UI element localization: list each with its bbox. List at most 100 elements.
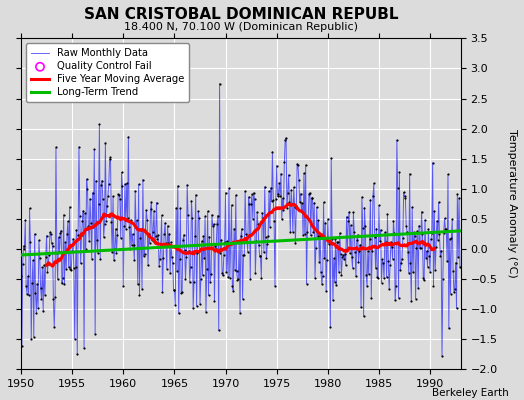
Point (318, 281, 326, 287)
Point (418, 208, 426, 215)
Point (36, 254, 44, 261)
Point (23, 290, 31, 297)
Point (417, 245, 425, 252)
Point (25, 292, 33, 298)
Point (392, 137, 401, 144)
Point (208, 212, 216, 218)
Point (108, 249, 116, 256)
Point (229, 288, 237, 294)
Point (392, 283, 400, 289)
Point (354, 259, 363, 265)
Point (226, 274, 234, 281)
Point (183, 182, 191, 188)
Point (387, 239, 395, 246)
Point (224, 274, 232, 280)
Point (69, 236, 77, 242)
Point (375, 202, 383, 209)
Point (443, 258, 451, 264)
Point (405, 270, 413, 276)
Point (429, 160, 437, 166)
Point (29, 334, 38, 340)
Point (245, 200, 254, 207)
Point (436, 252, 444, 259)
Point (134, 281, 142, 288)
Point (71, 336, 79, 342)
Point (304, 214, 312, 221)
Point (330, 255, 338, 262)
Point (100, 221, 108, 227)
Point (260, 184, 269, 190)
Point (370, 234, 379, 240)
Five Year Moving Average (226, 242, 232, 247)
Point (287, 186, 296, 193)
Point (428, 230, 436, 236)
Point (412, 245, 421, 252)
Point (150, 240, 159, 246)
Point (452, 259, 460, 266)
Point (456, 264, 464, 270)
Point (135, 292, 144, 298)
Point (92, 177, 100, 184)
Point (434, 199, 443, 206)
Point (217, 236, 225, 243)
Point (419, 274, 428, 281)
Point (204, 292, 213, 298)
Point (384, 258, 392, 264)
Point (303, 229, 312, 236)
Point (376, 227, 385, 233)
Point (51, 294, 59, 300)
Point (413, 228, 421, 234)
Point (230, 225, 238, 232)
Point (444, 171, 452, 178)
Point (106, 154, 115, 160)
Point (244, 249, 252, 255)
Point (164, 240, 172, 246)
Point (395, 169, 403, 176)
Raw Monthly Data (260, 216, 266, 220)
Point (86, 196, 94, 202)
Point (146, 239, 154, 246)
Point (329, 297, 337, 303)
Point (58, 280, 66, 287)
Point (174, 310, 183, 316)
Point (144, 262, 152, 269)
Point (169, 286, 178, 293)
Point (146, 206, 155, 212)
Point (317, 269, 325, 275)
Point (27, 336, 36, 343)
Point (373, 274, 381, 281)
Point (358, 194, 366, 200)
Point (397, 260, 405, 266)
Point (233, 276, 242, 283)
Point (391, 297, 399, 304)
Point (68, 248, 77, 254)
Point (335, 269, 343, 275)
Point (381, 238, 390, 245)
Point (399, 235, 407, 242)
Point (274, 191, 282, 197)
Point (251, 270, 259, 276)
Five Year Moving Average (259, 220, 265, 225)
Point (41, 291, 49, 298)
Point (445, 325, 453, 332)
Point (438, 353, 446, 359)
Point (180, 247, 189, 254)
Raw Monthly Data (167, 270, 173, 275)
Point (223, 238, 232, 244)
Point (349, 209, 357, 216)
Point (116, 235, 125, 241)
Raw Monthly Data (439, 354, 445, 358)
Point (78, 218, 86, 224)
Raw Monthly Data (18, 274, 24, 278)
Point (402, 223, 410, 229)
Point (145, 231, 153, 237)
Point (26, 238, 35, 245)
Point (307, 232, 315, 238)
Point (442, 226, 451, 232)
Point (338, 254, 346, 260)
Point (170, 287, 179, 294)
Point (214, 212, 222, 219)
Point (432, 244, 440, 250)
Point (368, 248, 376, 254)
Point (168, 254, 176, 260)
